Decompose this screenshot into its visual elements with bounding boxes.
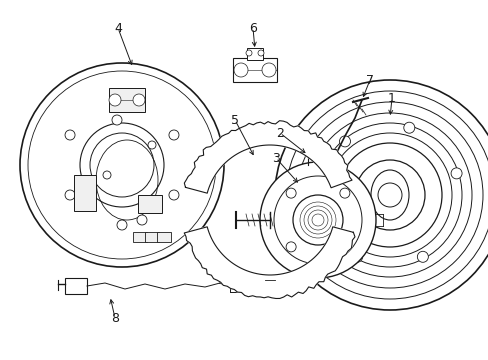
Circle shape <box>258 50 264 56</box>
Circle shape <box>285 188 296 198</box>
Circle shape <box>245 50 251 56</box>
Text: 7: 7 <box>365 73 373 86</box>
Circle shape <box>450 168 461 179</box>
Circle shape <box>274 80 488 310</box>
Circle shape <box>417 251 427 262</box>
Circle shape <box>133 94 145 106</box>
Circle shape <box>117 220 127 230</box>
Circle shape <box>262 63 275 77</box>
Bar <box>229 280 240 292</box>
Bar <box>246 48 263 60</box>
Ellipse shape <box>370 170 408 220</box>
Polygon shape <box>184 227 354 298</box>
Circle shape <box>65 130 75 140</box>
Bar <box>74 175 96 211</box>
Circle shape <box>351 251 362 262</box>
Text: 4: 4 <box>114 22 122 35</box>
Circle shape <box>307 113 471 277</box>
Text: 8: 8 <box>111 311 119 324</box>
Bar <box>109 88 145 112</box>
Circle shape <box>327 133 451 257</box>
Circle shape <box>339 136 350 147</box>
Circle shape <box>314 197 325 208</box>
Circle shape <box>311 214 324 226</box>
Bar <box>133 232 147 242</box>
Text: 3: 3 <box>271 152 279 165</box>
Circle shape <box>304 206 331 234</box>
Circle shape <box>109 94 121 106</box>
Text: 1: 1 <box>387 91 395 104</box>
Circle shape <box>307 210 327 230</box>
Circle shape <box>169 190 179 200</box>
Circle shape <box>317 123 461 267</box>
Bar <box>232 58 276 82</box>
Circle shape <box>403 122 414 133</box>
Circle shape <box>339 188 349 198</box>
Text: 5: 5 <box>230 113 239 126</box>
Circle shape <box>339 242 349 252</box>
Bar <box>65 278 87 294</box>
Bar <box>157 232 171 242</box>
Circle shape <box>103 171 111 179</box>
Text: 6: 6 <box>248 22 256 35</box>
Circle shape <box>296 102 482 288</box>
Circle shape <box>285 91 488 299</box>
Circle shape <box>299 202 335 238</box>
Circle shape <box>65 190 75 200</box>
Bar <box>138 195 162 213</box>
Circle shape <box>80 123 163 207</box>
Circle shape <box>20 63 224 267</box>
Circle shape <box>337 143 441 247</box>
Circle shape <box>112 115 122 125</box>
Circle shape <box>28 71 216 259</box>
Circle shape <box>117 100 127 110</box>
Polygon shape <box>184 121 351 193</box>
Circle shape <box>169 130 179 140</box>
Circle shape <box>260 162 375 278</box>
Circle shape <box>377 183 401 207</box>
Circle shape <box>137 215 147 225</box>
Circle shape <box>354 160 424 230</box>
Circle shape <box>273 176 361 264</box>
Circle shape <box>148 141 156 149</box>
Circle shape <box>292 195 342 245</box>
Circle shape <box>234 63 247 77</box>
Text: 2: 2 <box>276 126 284 140</box>
Circle shape <box>90 133 154 197</box>
Circle shape <box>285 242 296 252</box>
Bar <box>145 232 159 242</box>
